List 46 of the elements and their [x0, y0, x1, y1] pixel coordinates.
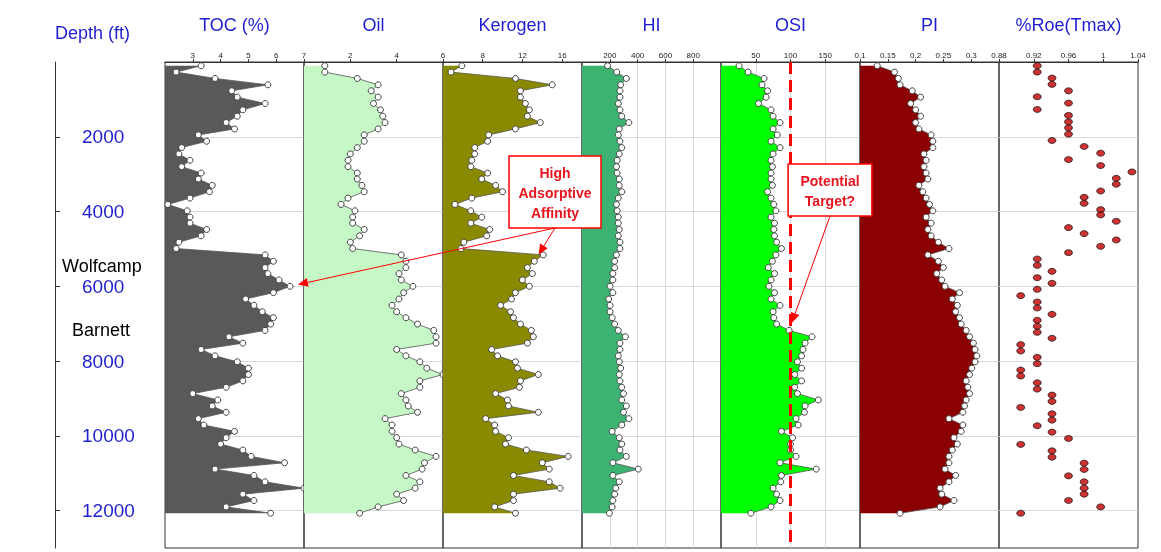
y-tick-label: 12000 [82, 500, 135, 522]
y-axis-title: Depth (ft) [55, 23, 131, 43]
x-tick-label: 0.15 [880, 50, 897, 60]
x-tick-label: 50 [751, 50, 761, 60]
x-tick-label: 1.04 [1130, 50, 1147, 60]
x-tick-label: 0.96 [1060, 50, 1077, 60]
x-axis-title: PI [920, 15, 939, 35]
x-axis-title: Oil [362, 15, 385, 35]
y-tick-label: 4000 [82, 201, 125, 223]
x-axis-title: TOC (%) [199, 15, 270, 35]
annotation: Potential Target? [800, 173, 860, 209]
x-tick-label: 0.92 [1025, 50, 1043, 60]
y-tick-label: 6000 [82, 275, 125, 297]
x-tick-label: 0.2 [910, 50, 922, 60]
x-tick-label: 0.1 [854, 50, 867, 60]
x-tick-label: 4 [218, 50, 224, 60]
y-tick-label: 8000 [82, 350, 125, 372]
y-tick-label: 10000 [82, 425, 135, 447]
x-tick-label: 5 [246, 50, 252, 60]
x-tick-label: 3 [190, 50, 196, 60]
x-tick-label: 16 [557, 50, 568, 60]
x-tick-label: 0.3 [965, 50, 978, 60]
text: Barnett [72, 320, 131, 340]
x-tick-label: 1 [1101, 50, 1107, 60]
x-tick-label: 800 [686, 50, 701, 60]
x-axis-title: HI [642, 15, 661, 35]
x-tick-label: 8 [480, 50, 486, 60]
x-tick-label: 6 [440, 50, 446, 60]
x-tick-label: 7 [301, 50, 307, 60]
x-tick-label: 0.25 [935, 50, 952, 60]
annotation: High Adsorptive Affinity [518, 165, 592, 221]
x-axis-title: OSI [774, 15, 807, 35]
text: Wolfcamp [62, 256, 142, 276]
x-tick-label: 2 [348, 50, 354, 60]
x-tick-label: 12 [517, 50, 528, 60]
y-tick-label: 2000 [82, 126, 125, 148]
x-axis-title: %Roe(Tmax) [1015, 15, 1122, 35]
x-tick-label: 4 [394, 50, 400, 60]
x-tick-label: 600 [658, 50, 673, 60]
x-axis-title: Kerogen [478, 15, 547, 35]
x-tick-label: 150 [818, 50, 833, 60]
x-tick-label: 200 [603, 50, 618, 60]
x-tick-label: 400 [630, 50, 645, 60]
x-tick-label: 6 [273, 50, 279, 60]
x-tick-label: 0.88 [991, 50, 1008, 60]
x-tick-label: 100 [783, 50, 798, 60]
